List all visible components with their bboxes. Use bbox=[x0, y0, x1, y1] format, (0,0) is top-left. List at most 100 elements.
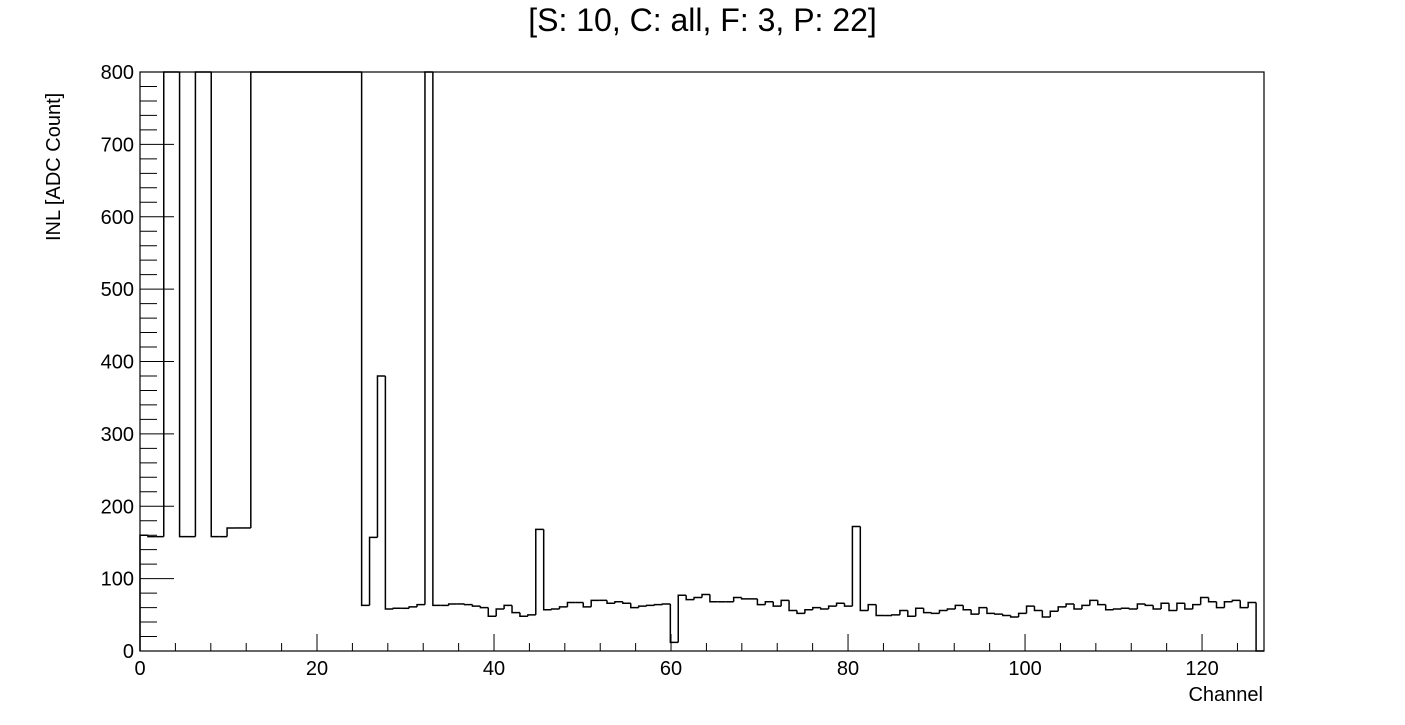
histogram-bin bbox=[859, 526, 869, 612]
histogram-bin bbox=[1041, 610, 1051, 618]
histogram-bin bbox=[930, 612, 940, 615]
histogram-bin bbox=[677, 594, 687, 643]
histogram-bin bbox=[1097, 600, 1106, 606]
histogram-bin bbox=[487, 607, 497, 618]
histogram-bars bbox=[139, 71, 1264, 652]
histogram-bin bbox=[1144, 603, 1154, 607]
histogram-bin bbox=[1231, 599, 1241, 602]
histogram-bin bbox=[756, 598, 766, 606]
histogram-bin bbox=[178, 72, 188, 538]
histogram-bin bbox=[471, 604, 481, 607]
histogram-bin bbox=[1176, 602, 1185, 611]
y-tick-label: 200 bbox=[101, 496, 134, 518]
histogram-bin bbox=[384, 375, 394, 610]
histogram-bin bbox=[685, 595, 695, 601]
histogram-bin bbox=[535, 528, 544, 615]
histogram-bin bbox=[1207, 597, 1217, 603]
histogram-bin bbox=[392, 607, 402, 610]
histogram-bin bbox=[1136, 603, 1146, 610]
histogram-bin bbox=[788, 600, 797, 612]
histogram-bin bbox=[566, 601, 576, 607]
y-tick-label: 800 bbox=[101, 62, 134, 84]
histogram-bin bbox=[922, 608, 932, 614]
histogram-bin bbox=[1255, 602, 1264, 652]
y-tick-label: 600 bbox=[101, 207, 134, 229]
histogram-bin bbox=[542, 529, 552, 611]
histogram-bin bbox=[986, 607, 995, 615]
x-axis: 0 20 40 60 80 100 120 bbox=[134, 634, 1238, 680]
histogram-bin bbox=[511, 605, 520, 614]
y-tick-label: 700 bbox=[101, 134, 134, 156]
histogram-bin bbox=[368, 536, 378, 606]
histogram-bin bbox=[614, 601, 623, 604]
histogram-bin bbox=[693, 596, 702, 600]
histogram-bin bbox=[938, 609, 948, 614]
histogram-bin bbox=[907, 610, 916, 618]
histogram-bin bbox=[899, 609, 908, 615]
histogram-bin bbox=[914, 607, 924, 617]
histogram-bin bbox=[1057, 606, 1067, 612]
chart-title: [S: 10, C: all, F: 3, P: 22] bbox=[528, 2, 877, 38]
histogram-bin bbox=[1025, 605, 1035, 614]
histogram-bin bbox=[867, 603, 877, 611]
histogram-bin bbox=[962, 605, 972, 611]
histogram-bin bbox=[250, 71, 259, 528]
histogram-bin bbox=[978, 606, 987, 615]
histogram-bin bbox=[891, 614, 900, 616]
x-axis-label: Channel bbox=[1188, 684, 1263, 706]
y-axis-label: INL [ADC Count] bbox=[43, 93, 65, 241]
histogram-bin bbox=[1239, 600, 1249, 609]
histogram-bin bbox=[1192, 603, 1201, 610]
x-tick-label: 20 bbox=[306, 658, 328, 680]
histogram-bin bbox=[701, 593, 710, 598]
histogram-bin bbox=[1184, 603, 1193, 610]
y-tick-label: 100 bbox=[101, 569, 134, 591]
x-tick-label: 120 bbox=[1185, 658, 1218, 680]
histogram-bin bbox=[764, 601, 774, 605]
histogram-bin bbox=[796, 610, 805, 615]
histogram-bin bbox=[970, 609, 980, 615]
histogram-bin bbox=[804, 608, 813, 614]
x-tick-label: 100 bbox=[1008, 658, 1041, 680]
histogram-bin bbox=[226, 527, 235, 537]
y-tick-label: 500 bbox=[101, 279, 134, 301]
histogram-bin bbox=[669, 603, 679, 644]
histogram-bin bbox=[819, 607, 829, 610]
x-tick-label: 0 bbox=[134, 658, 145, 680]
y-tick-label: 400 bbox=[101, 352, 134, 374]
histogram-bin bbox=[1081, 604, 1090, 610]
histogram-bin bbox=[812, 606, 821, 610]
histogram-bin bbox=[732, 596, 742, 602]
x-tick-label: 40 bbox=[483, 658, 505, 680]
histogram-bin bbox=[582, 602, 592, 608]
histogram-bin bbox=[162, 71, 172, 537]
histogram-bin bbox=[1160, 602, 1170, 610]
histogram-bin bbox=[1215, 601, 1225, 609]
histogram-bin bbox=[432, 72, 441, 607]
histogram-bin bbox=[1168, 603, 1177, 612]
histogram-bin bbox=[1017, 612, 1027, 617]
x-tick-label: 80 bbox=[837, 658, 859, 680]
histogram-bin bbox=[851, 525, 861, 607]
histogram-bin bbox=[1104, 604, 1114, 611]
histogram-bin bbox=[408, 606, 418, 609]
histogram-bin bbox=[772, 601, 782, 607]
histogram-bin bbox=[590, 599, 600, 607]
histogram-bin bbox=[630, 603, 639, 609]
histogram-bin bbox=[424, 71, 433, 605]
histogram-bin bbox=[780, 599, 790, 607]
histogram-bin bbox=[1120, 607, 1130, 610]
histogram-bin bbox=[1112, 608, 1122, 610]
histogram-bin bbox=[622, 601, 631, 604]
y-tick-label: 300 bbox=[101, 424, 134, 446]
histogram-bin bbox=[954, 604, 964, 610]
histogram-bin bbox=[1223, 601, 1233, 608]
y-axis: 0 100 200 300 400 500 600 700 800 bbox=[101, 62, 174, 663]
histogram-bin bbox=[1152, 605, 1162, 610]
histogram-bin bbox=[463, 603, 473, 606]
histogram-bin bbox=[709, 594, 718, 603]
histogram-bin bbox=[1247, 601, 1257, 608]
histogram-bin bbox=[1002, 614, 1011, 617]
y-tick-label: 0 bbox=[123, 641, 134, 663]
histogram-bin bbox=[994, 613, 1003, 615]
